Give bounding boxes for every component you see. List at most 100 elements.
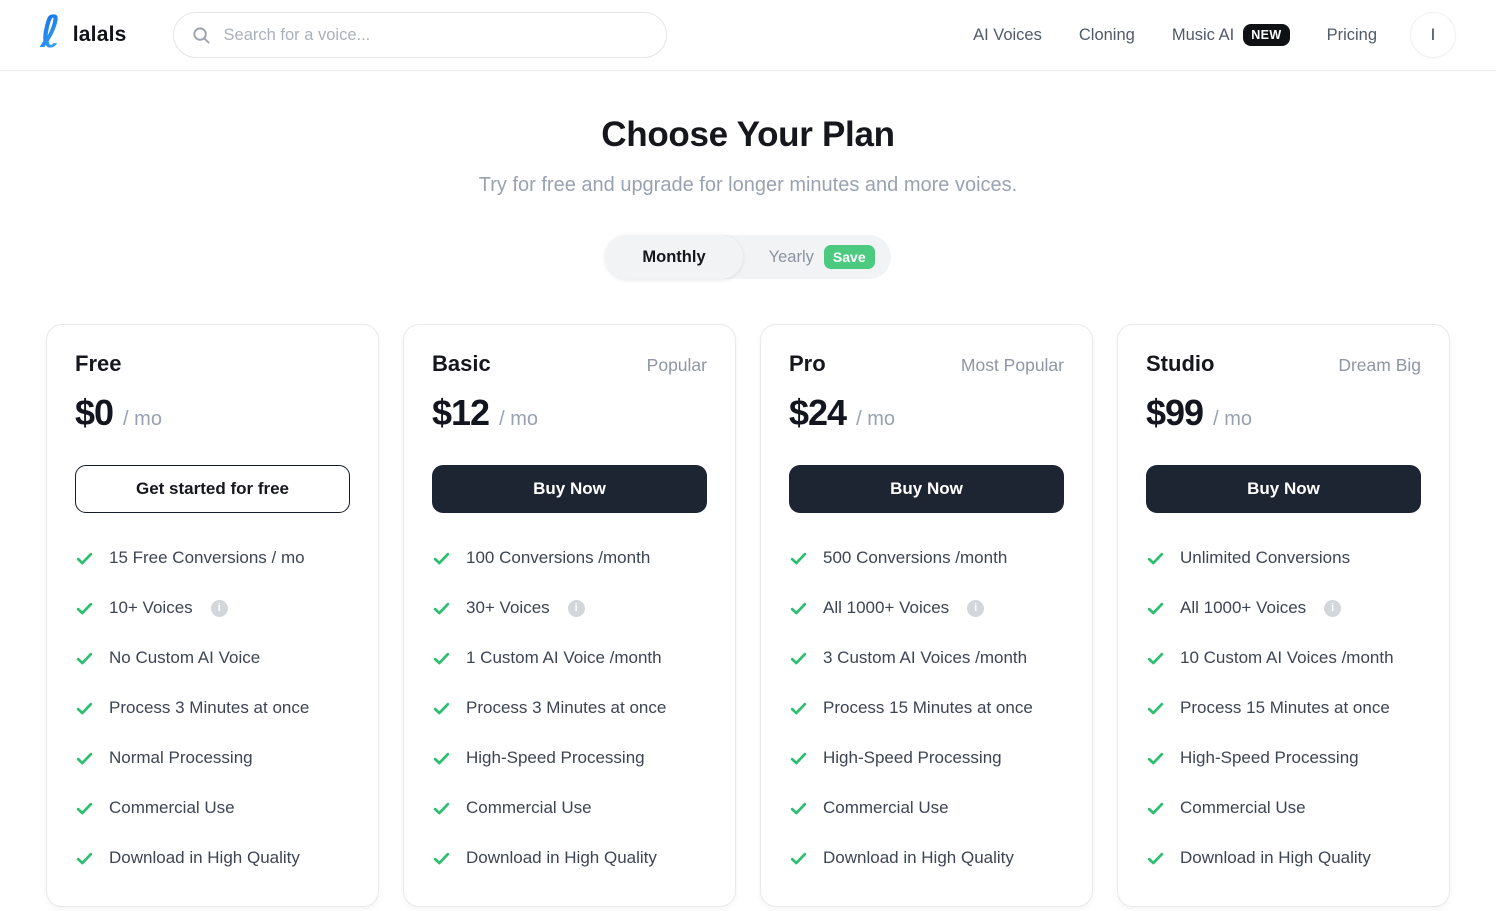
pricing-page-content: Choose Your Plan Try for free and upgrad…: [0, 115, 1496, 907]
feature-list: 500 Conversions /month All 1000+ Voices …: [789, 548, 1064, 868]
plan-cta-button[interactable]: Buy Now: [1146, 465, 1421, 513]
plan-price: $0: [75, 392, 114, 433]
check-icon: [75, 649, 94, 668]
feature-text: No Custom AI Voice: [109, 648, 261, 667]
feature-text: Process 3 Minutes at once: [109, 698, 310, 717]
feature-text: All 1000+ Voices: [823, 598, 950, 617]
feature-text: 15 Free Conversions / mo: [109, 548, 305, 567]
primary-nav: AI Voices Cloning Music AI NEW Pricing: [973, 23, 1377, 47]
feature-text: Download in High Quality: [109, 848, 300, 867]
check-icon: [432, 699, 451, 718]
brand-name: lalals: [72, 23, 127, 46]
plan-tag: Popular: [646, 355, 707, 375]
search-input[interactable]: [221, 24, 648, 46]
feature-text: 10 Custom AI Voices /month: [1180, 648, 1394, 667]
check-icon: [75, 799, 94, 818]
feature-item: 500 Conversions /month: [789, 548, 1064, 568]
new-badge: NEW: [1243, 23, 1290, 47]
check-icon: [75, 849, 94, 868]
feature-item: Download in High Quality: [75, 848, 350, 868]
feature-item: Process 3 Minutes at once: [432, 698, 707, 718]
feature-text: 3 Custom AI Voices /month: [823, 648, 1028, 667]
plan-name: Studio: [1146, 351, 1215, 376]
plan-name: Pro: [789, 351, 826, 376]
plan-cta-button[interactable]: Buy Now: [789, 465, 1064, 513]
check-icon: [1146, 799, 1165, 818]
feature-item: No Custom AI Voice: [75, 648, 350, 668]
nav-label: Pricing: [1326, 25, 1377, 44]
feature-item: 100 Conversions /month: [432, 548, 707, 568]
nav-label: AI Voices: [973, 25, 1042, 44]
feature-text: 10+ Voices: [109, 598, 193, 617]
plans-grid: Free $0 / mo Get started for free 15 Fre…: [46, 324, 1450, 907]
feature-list: 15 Free Conversions / mo 10+ Voices i No…: [75, 548, 350, 868]
user-avatar[interactable]: I: [1410, 12, 1456, 58]
plan-price: $24: [789, 392, 847, 433]
pricing-card: Basic Popular $12 / mo Buy Now 100 Conve…: [403, 324, 736, 907]
lalals-logo-icon: ℓ: [40, 7, 61, 58]
top-navigation-bar: ℓ lalals AI Voices Cloning Music AI NEW …: [0, 0, 1496, 71]
feature-text: Process 15 Minutes at once: [1180, 698, 1390, 717]
feature-item: Process 15 Minutes at once: [1146, 698, 1421, 718]
plan-cta-button[interactable]: Get started for free: [75, 465, 350, 513]
feature-item: Process 3 Minutes at once: [75, 698, 350, 718]
check-icon: [1146, 649, 1165, 668]
pricing-card: Free $0 / mo Get started for free 15 Fre…: [46, 324, 379, 907]
feature-list: Unlimited Conversions All 1000+ Voices i…: [1146, 548, 1421, 868]
pricing-card: Studio Dream Big $99 / mo Buy Now Unlimi…: [1117, 324, 1450, 907]
toggle-monthly-button[interactable]: Monthly: [605, 235, 742, 279]
feature-text: High-Speed Processing: [466, 748, 645, 767]
nav-item-cloning[interactable]: Cloning: [1079, 26, 1135, 45]
plan-price: $99: [1146, 392, 1204, 433]
feature-item: Download in High Quality: [1146, 848, 1421, 868]
info-icon[interactable]: i: [567, 599, 585, 617]
billing-period-toggle: Monthly Yearly Save: [605, 235, 891, 279]
plan-tag: Dream Big: [1338, 355, 1421, 375]
feature-item: All 1000+ Voices i: [789, 598, 1064, 618]
check-icon: [75, 599, 94, 618]
plan-cta-button[interactable]: Buy Now: [432, 465, 707, 513]
check-icon: [432, 799, 451, 818]
feature-item: All 1000+ Voices i: [1146, 598, 1421, 618]
toggle-yearly-button[interactable]: Yearly Save: [743, 235, 891, 279]
plan-period: / mo: [499, 408, 538, 430]
plan-name: Basic: [432, 351, 491, 376]
check-icon: [789, 649, 808, 668]
voice-search-bar[interactable]: [172, 12, 667, 58]
info-icon[interactable]: i: [210, 599, 228, 617]
page-subtitle: Try for free and upgrade for longer minu…: [478, 174, 1018, 196]
nav-item-music-ai[interactable]: Music AI NEW: [1171, 23, 1290, 47]
feature-text: Unlimited Conversions: [1180, 548, 1351, 567]
feature-text: Download in High Quality: [1180, 848, 1371, 867]
info-icon[interactable]: i: [1324, 599, 1342, 617]
feature-text: All 1000+ Voices: [1180, 598, 1307, 617]
feature-text: Commercial Use: [1180, 798, 1306, 817]
check-icon: [1146, 599, 1165, 618]
feature-item: Normal Processing: [75, 748, 350, 768]
feature-item: Commercial Use: [432, 798, 707, 818]
feature-item: High-Speed Processing: [1146, 748, 1421, 768]
plan-period: / mo: [1213, 408, 1252, 430]
feature-item: Unlimited Conversions: [1146, 548, 1421, 568]
avatar-initial: I: [1430, 25, 1436, 44]
feature-text: Commercial Use: [109, 798, 235, 817]
plan-period: / mo: [123, 408, 162, 430]
nav-item-pricing[interactable]: Pricing: [1327, 26, 1377, 45]
check-icon: [789, 749, 808, 768]
nav-item-ai-voices[interactable]: AI Voices: [973, 26, 1042, 45]
feature-text: 100 Conversions /month: [466, 548, 651, 567]
nav-label: Cloning: [1078, 25, 1135, 44]
nav-label: Music AI: [1171, 25, 1235, 44]
check-icon: [1146, 549, 1165, 568]
check-icon: [789, 549, 808, 568]
plan-tag: Most Popular: [960, 355, 1064, 375]
check-icon: [432, 849, 451, 868]
check-icon: [789, 699, 808, 718]
check-icon: [432, 549, 451, 568]
feature-text: Download in High Quality: [466, 848, 657, 867]
feature-text: Normal Processing: [109, 748, 253, 767]
feature-item: 30+ Voices i: [432, 598, 707, 618]
brand-logo[interactable]: ℓ lalals: [40, 7, 127, 58]
check-icon: [1146, 699, 1165, 718]
info-icon[interactable]: i: [967, 599, 985, 617]
